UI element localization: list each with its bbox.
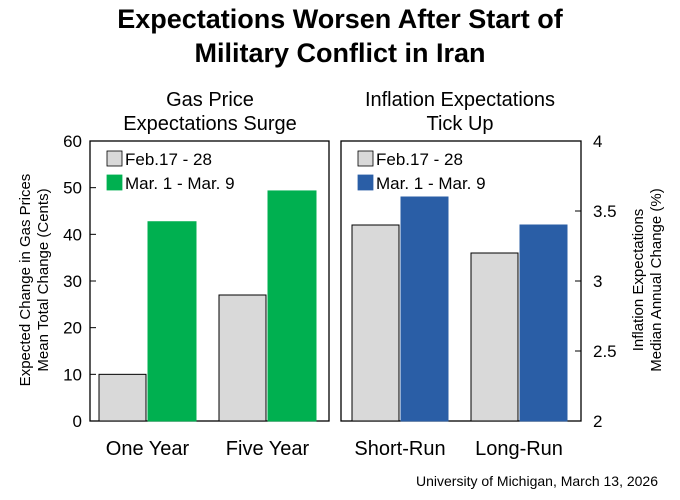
gas-y-tick-label: 30 bbox=[63, 272, 82, 291]
gas-y-tick-label: 60 bbox=[63, 132, 82, 151]
gas-panel-title: Gas Price Expectations Surge bbox=[90, 88, 330, 136]
gas-y-tick-label: 40 bbox=[63, 225, 82, 244]
gas-legend-label: Mar. 1 - Mar. 9 bbox=[125, 174, 235, 193]
gas-panel-title-line-2: Expectations Surge bbox=[123, 113, 297, 135]
gas-y-tick-label: 0 bbox=[73, 412, 82, 431]
inflation-y-tick-label: 3.5 bbox=[593, 202, 617, 221]
inflation-panel-title-line-1: Inflation Expectations bbox=[364, 89, 556, 111]
gas-legend-swatch bbox=[106, 174, 123, 191]
inflation-bar-a-series-2 bbox=[400, 196, 449, 422]
inflation-panel-title-line-2: Tick Up bbox=[426, 113, 494, 135]
chart-title-line-1: Expectations Worsen After Start of bbox=[117, 4, 563, 34]
gas-y-tick-label: 10 bbox=[63, 365, 82, 384]
inflation-bar-a-series-1 bbox=[351, 224, 400, 422]
gas-category-label: One Year bbox=[106, 438, 190, 460]
inflation-y-tick-label: 2.5 bbox=[593, 342, 617, 361]
gas-bar-b-series-2 bbox=[267, 190, 317, 422]
inflation-bar-b-series-2 bbox=[519, 224, 568, 422]
chart-title: Expectations Worsen After Start of Milit… bbox=[0, 2, 680, 70]
inflation-y-tick-label: 4 bbox=[593, 132, 602, 151]
gas-panel-title-line-1: Gas Price bbox=[166, 89, 254, 111]
gas-y-tick-label: 20 bbox=[63, 319, 82, 338]
inflation-y-tick-label: 2 bbox=[593, 412, 602, 431]
inflation-legend-label: Feb.17 - 28 bbox=[376, 150, 463, 169]
gas-legend-label: Feb.17 - 28 bbox=[125, 150, 212, 169]
chart-title-line-2: Military Conflict in Iran bbox=[194, 38, 486, 68]
inflation-legend-swatch bbox=[357, 150, 374, 167]
inflation-legend-label: Mar. 1 - Mar. 9 bbox=[376, 174, 486, 193]
gas-legend-swatch bbox=[106, 150, 123, 167]
gas-bar-a-series-2 bbox=[147, 221, 197, 422]
inflation-category-label: Short-Run bbox=[354, 438, 445, 460]
gas-bar-b-series-1 bbox=[218, 294, 267, 422]
inflation-panel-title: Inflation Expectations Tick Up bbox=[340, 88, 580, 136]
inflation-legend-swatch bbox=[357, 174, 374, 191]
inflation-bar-b-series-1 bbox=[470, 252, 519, 422]
source-note: University of Michigan, March 13, 2026 bbox=[416, 473, 658, 489]
gas-y-tick-label: 50 bbox=[63, 179, 82, 198]
inflation-category-label: Long-Run bbox=[475, 438, 563, 460]
inflation-y-tick-label: 3 bbox=[593, 272, 602, 291]
gas-category-label: Five Year bbox=[226, 438, 310, 460]
gas-bar-a-series-1 bbox=[98, 373, 147, 422]
